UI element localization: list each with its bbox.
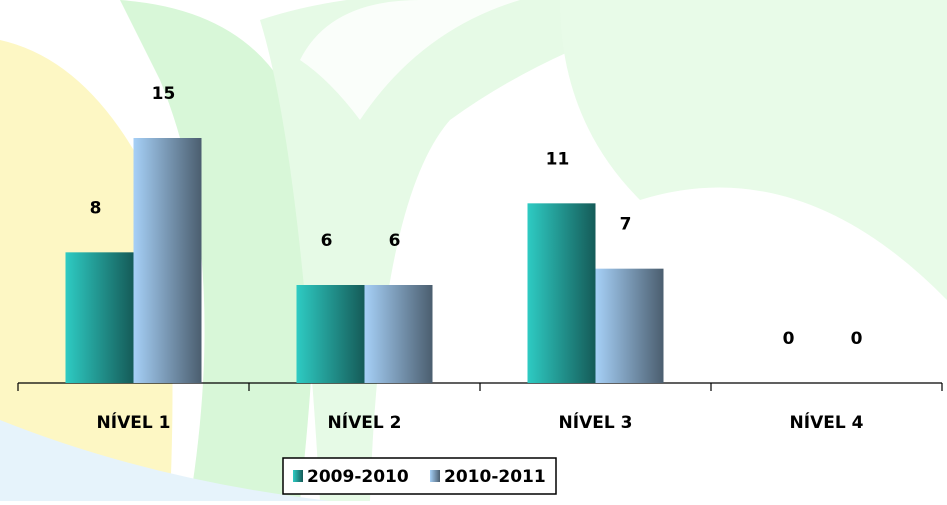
bar — [364, 285, 433, 383]
x-tick-label: NÍVEL 3 — [559, 411, 633, 433]
bar — [527, 203, 596, 383]
data-label: 8 — [90, 198, 102, 218]
bar — [65, 252, 134, 383]
x-tick-label: NÍVEL 1 — [97, 411, 171, 433]
data-label: 15 — [152, 84, 176, 104]
data-label: 11 — [546, 149, 570, 169]
bar — [595, 268, 664, 383]
data-label: 6 — [321, 231, 333, 251]
data-label: 7 — [620, 215, 632, 235]
legend-swatch — [430, 470, 440, 482]
data-label: 0 — [783, 329, 795, 349]
bar — [133, 138, 202, 383]
legend-label: 2009-2010 — [307, 467, 409, 487]
x-tick-label: NÍVEL 4 — [790, 411, 864, 433]
bar — [296, 285, 365, 383]
legend-swatch — [293, 470, 303, 482]
x-tick-label: NÍVEL 2 — [328, 411, 402, 433]
data-label: 0 — [851, 329, 863, 349]
legend-label: 2010-2011 — [444, 467, 546, 487]
legend-box — [282, 457, 557, 495]
data-label: 6 — [389, 231, 401, 251]
